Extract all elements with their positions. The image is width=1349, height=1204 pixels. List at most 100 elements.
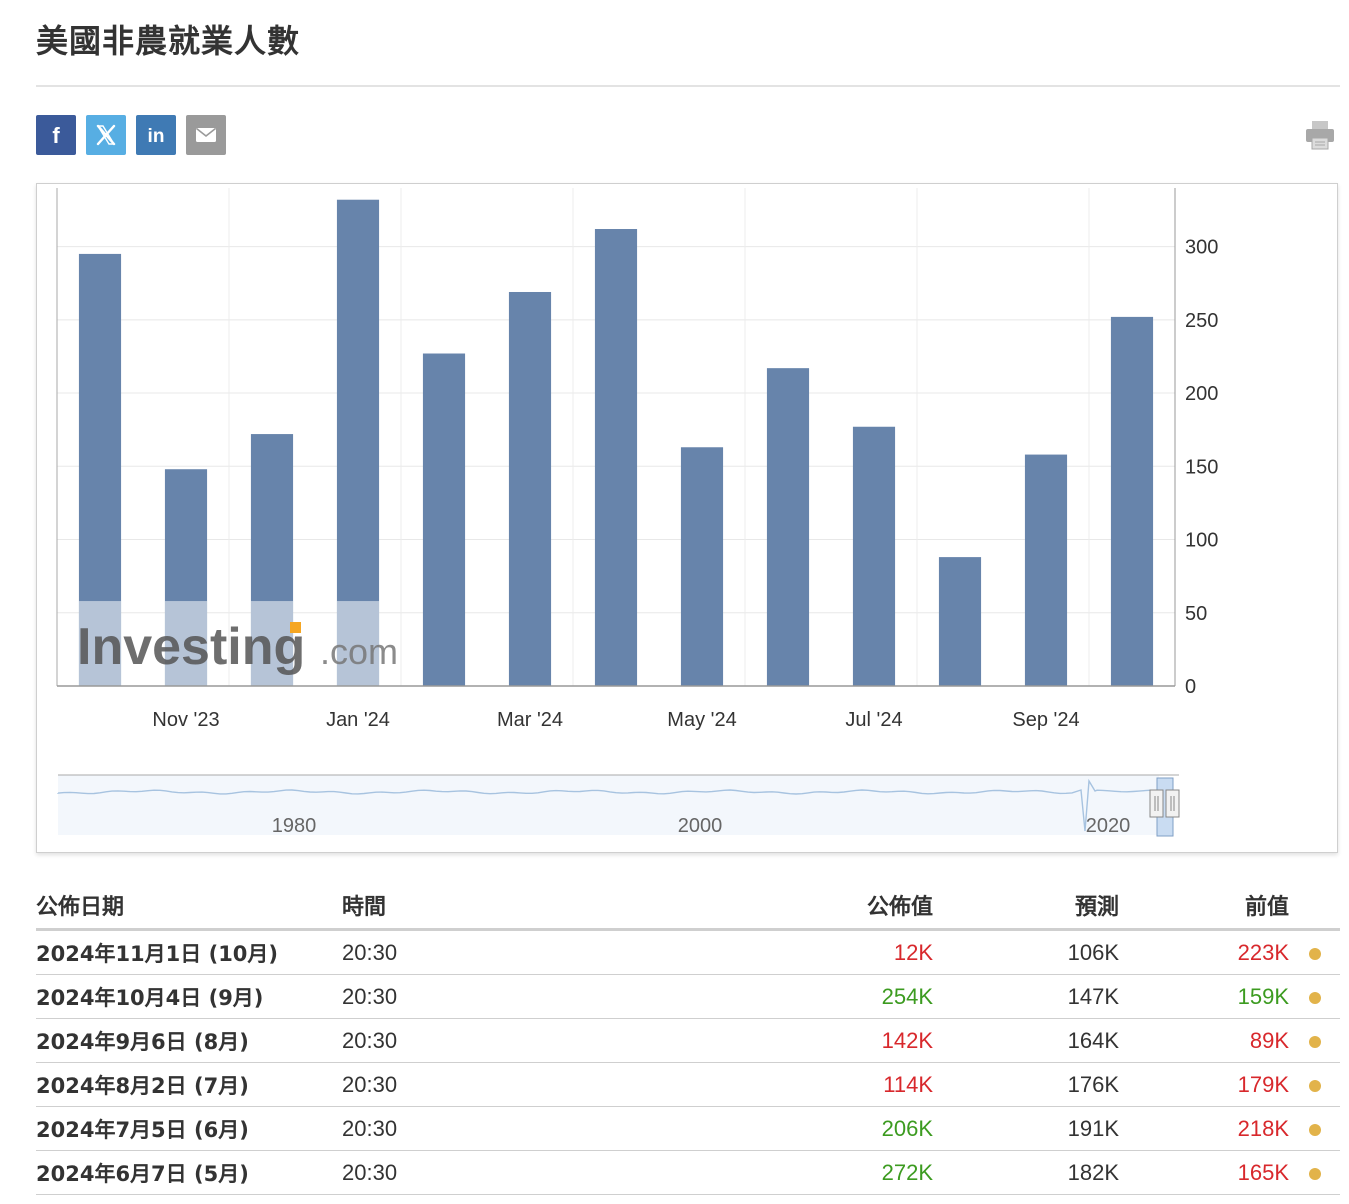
watermark-band [336, 601, 380, 686]
row-time: 20:30 [342, 1062, 602, 1107]
y-tick-label: 200 [1185, 383, 1218, 405]
y-tick-label: 150 [1185, 456, 1218, 478]
title-divider [36, 85, 1340, 87]
row-time: 20:30 [342, 974, 602, 1019]
y-tick-label: 50 [1185, 603, 1207, 625]
y-tick-label: 250 [1185, 310, 1218, 332]
status-dot-icon [1308, 1167, 1321, 1180]
x-tick-label: Mar '24 [497, 709, 563, 731]
row-date: 2024年8月2日 (7月) [36, 1062, 342, 1107]
y-tick-label: 0 [1185, 676, 1196, 698]
table-row: 2024年10月4日 (9月) 20:30 254K 147K 159K [36, 974, 1340, 1019]
status-dot-icon [1308, 1079, 1321, 1092]
x-tick-label: May '24 [667, 709, 736, 731]
col-header-actual[interactable]: 公佈值 [602, 882, 933, 931]
row-actual: 142K [602, 1018, 933, 1063]
navigator-year-label: 1980 [272, 815, 317, 837]
navigator-year-label: 2000 [678, 815, 723, 837]
share-twitter-button[interactable] [86, 115, 126, 155]
bar [594, 229, 638, 686]
navigator-series-line [57, 778, 1157, 832]
x-tick-label: Nov '23 [152, 709, 219, 731]
table-header-row: 公佈日期 時間 公佈值 預測 前值 [36, 882, 1340, 931]
row-date: 2024年10月4日 (9月) [36, 974, 342, 1019]
share-email-button[interactable] [186, 115, 226, 155]
watermark-band [164, 601, 208, 686]
row-forecast: 191K [933, 1106, 1119, 1151]
nonfarm-payrolls-chart: Investing .com 0 50 100 150 200 250 300 Nov '23 Ja… [56, 188, 1218, 837]
row-date: 2024年7月5日 (6月) [36, 1106, 342, 1151]
x-twitter-icon [96, 124, 116, 146]
row-forecast: 147K [933, 974, 1119, 1019]
row-previous: 223K [1119, 929, 1289, 975]
email-icon [196, 127, 216, 142]
bar [852, 426, 896, 686]
bar [508, 291, 552, 686]
bar [422, 353, 466, 686]
watermark-logo-suffix: .com [320, 631, 398, 672]
bar [766, 368, 810, 686]
print-button[interactable] [1304, 119, 1336, 151]
status-dot-icon [1308, 1123, 1321, 1136]
watermark-logo: Investing [77, 618, 305, 676]
col-header-date[interactable]: 公佈日期 [36, 882, 342, 931]
bar [938, 557, 982, 686]
bar [680, 447, 724, 686]
row-date: 2024年11月1日 (10月) [36, 929, 342, 975]
col-header-time[interactable]: 時間 [342, 882, 602, 931]
navigator-handle[interactable] [1149, 789, 1164, 818]
status-dot-icon [1308, 991, 1321, 1004]
chart-container: Investing .com 0 50 100 150 200 250 300 Nov '23 Ja… [36, 183, 1338, 853]
row-previous: 89K [1119, 1018, 1289, 1063]
row-time: 20:30 [342, 1106, 602, 1151]
table-row: 2024年11月1日 (10月) 20:30 12K 106K 223K [36, 929, 1340, 975]
row-actual: 272K [602, 1150, 933, 1195]
watermark-logo-dot [290, 622, 301, 633]
page-title: 美國非農就業人數 [36, 22, 301, 60]
x-tick-label: Jul '24 [845, 709, 902, 731]
bar [1024, 454, 1068, 686]
table-row: 2024年7月5日 (6月) 20:30 206K 191K 218K [36, 1106, 1340, 1151]
navigator-year-label: 2020 [1086, 815, 1131, 837]
row-forecast: 182K [933, 1150, 1119, 1195]
facebook-icon: f [52, 123, 60, 148]
row-date: 2024年9月6日 (8月) [36, 1018, 342, 1063]
row-previous: 218K [1119, 1106, 1289, 1151]
print-icon [1306, 121, 1334, 150]
row-actual: 114K [602, 1062, 933, 1107]
row-forecast: 164K [933, 1018, 1119, 1063]
row-forecast: 106K [933, 929, 1119, 975]
watermark-band [250, 601, 294, 686]
navigator-background [58, 775, 1159, 835]
linkedin-glyph: in [148, 126, 165, 147]
navigator-handle[interactable] [1165, 789, 1180, 818]
col-header-importance [1289, 882, 1340, 931]
history-table: 公佈日期 時間 公佈值 預測 前值 2024年11月1日 (10月) 20:30… [36, 882, 1340, 1195]
table-row: 2024年9月6日 (8月) 20:30 142K 164K 89K [36, 1018, 1340, 1063]
row-actual: 206K [602, 1106, 933, 1151]
row-forecast: 176K [933, 1062, 1119, 1107]
bar [1110, 316, 1154, 686]
x-tick-label: Sep '24 [1012, 709, 1079, 731]
share-linkedin-button[interactable]: in [136, 115, 176, 155]
y-tick-label: 100 [1185, 530, 1218, 552]
status-dot-icon [1308, 1035, 1321, 1048]
status-dot-icon [1308, 947, 1321, 960]
watermark-band [78, 601, 122, 686]
row-date: 2024年6月7日 (5月) [36, 1150, 342, 1195]
row-actual: 254K [602, 974, 933, 1019]
table-row: 2024年8月2日 (7月) 20:30 114K 176K 179K [36, 1062, 1340, 1107]
row-previous: 165K [1119, 1150, 1289, 1195]
col-header-forecast[interactable]: 預測 [933, 882, 1119, 931]
x-tick-label: Jan '24 [326, 709, 390, 731]
row-time: 20:30 [342, 1018, 602, 1063]
linkedin-icon: in [148, 126, 165, 147]
row-previous: 179K [1119, 1062, 1289, 1107]
table-row: 2024年6月7日 (5月) 20:30 272K 182K 165K [36, 1150, 1340, 1195]
facebook-glyph: f [52, 123, 60, 148]
row-time: 20:30 [342, 1150, 602, 1195]
share-facebook-button[interactable]: f [36, 115, 76, 155]
y-tick-label: 300 [1185, 237, 1218, 259]
row-previous: 159K [1119, 974, 1289, 1019]
col-header-previous[interactable]: 前值 [1119, 882, 1289, 931]
